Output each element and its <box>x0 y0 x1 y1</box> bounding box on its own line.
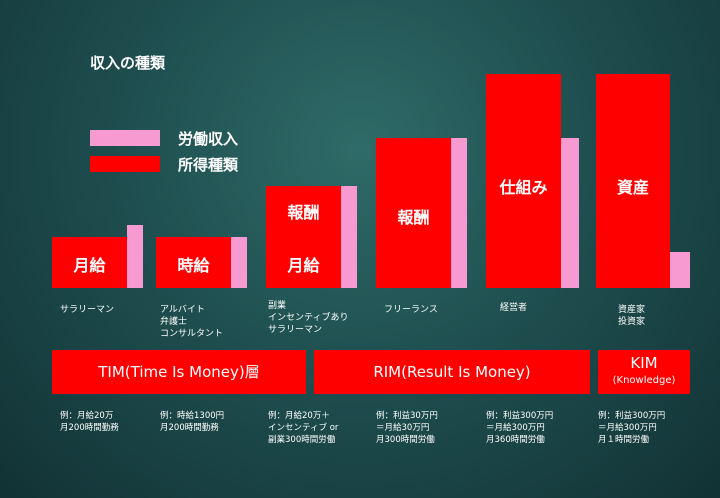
income-bar-3 <box>266 186 341 288</box>
band-rim: RIM(Result Is Money) <box>314 350 590 394</box>
category-label-6: 資産家 投資家 <box>618 305 646 327</box>
income-label-6: 資産 <box>616 178 649 197</box>
labor-bar-5 <box>561 138 579 288</box>
labor-bar-2 <box>231 237 247 288</box>
page-title: 収入の種類 <box>90 54 166 72</box>
income-label-4: 報酬 <box>397 208 430 227</box>
band-kim-title: KIM <box>630 354 658 372</box>
category-label-5: 経営者 <box>500 303 528 313</box>
income-bar-2 <box>156 237 231 288</box>
band-rim-label: RIM(Result Is Money) <box>373 363 531 381</box>
category-label-2: アルバイト 弁護士 コンサルタント <box>160 305 224 339</box>
category-label-4: フリーランス <box>384 305 438 315</box>
band-tim: TIM(Time Is Money)層 <box>52 350 306 394</box>
labor-bar-3 <box>341 186 357 288</box>
income-bar-1 <box>52 237 127 288</box>
legend-label-labor: 労働収入 <box>178 130 239 148</box>
income-bar-5 <box>486 74 561 288</box>
example-text-5: 例：利益300万円 ＝月給300万円 月360時間労働 <box>486 411 554 445</box>
income-bar-6 <box>596 74 670 288</box>
band-tim-label: TIM(Time Is Money)層 <box>98 363 260 381</box>
income-label-3-top: 報酬 <box>287 203 320 222</box>
labor-bar-1 <box>127 225 143 288</box>
labor-bar-6 <box>670 252 690 288</box>
category-label-1: サラリーマン <box>60 305 115 315</box>
income-label-1: 月給 <box>73 256 106 275</box>
band-kim-subtitle: (Knowledge) <box>612 375 676 386</box>
labor-bar-4 <box>451 138 467 288</box>
example-text-4: 例：利益30万円 ＝月給30万円 月300時間労働 <box>376 411 438 445</box>
legend-swatch-income <box>90 156 160 172</box>
income-label-2: 時給 <box>177 256 210 275</box>
band-kim: KIM (Knowledge) <box>598 350 690 394</box>
example-text-3: 例：月給20万＋ インセンティブ or 副業300時間労働 <box>268 411 339 445</box>
example-text-2: 例：時給1300円 月200時間勤務 <box>160 411 225 433</box>
example-text-6: 例：利益300万円 ＝月給300万円 月１時間労働 <box>598 411 666 445</box>
example-text-1: 例：月給20万 月200時間勤務 <box>60 411 119 433</box>
legend-swatch-labor <box>90 130 160 146</box>
income-label-3-bottom: 月給 <box>287 256 320 275</box>
income-bar-4 <box>376 138 451 288</box>
income-label-5: 仕組み <box>499 178 548 197</box>
category-label-3: 副業 インセンティブあり サラリーマン <box>268 301 349 335</box>
legend-label-income: 所得種類 <box>178 156 239 174</box>
